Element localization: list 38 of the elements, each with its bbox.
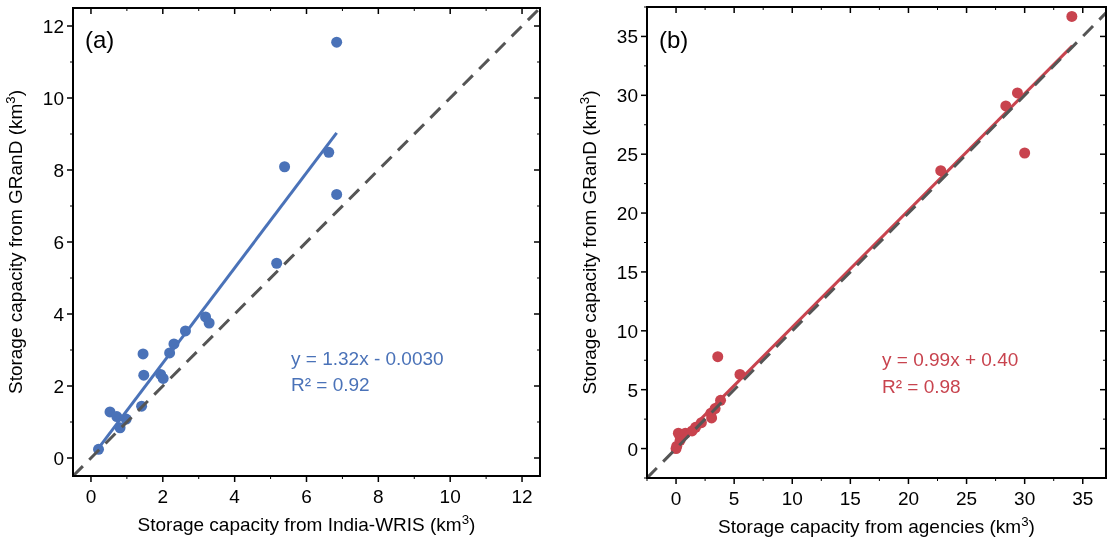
x-tick-label: 8 — [373, 486, 384, 507]
x-tick-label: 10 — [439, 486, 461, 507]
y-tick-label: 6 — [53, 232, 64, 253]
y-tick-label: 8 — [53, 160, 64, 181]
y-tick-label: 15 — [616, 261, 638, 283]
x-tick-label: 30 — [1014, 488, 1036, 509]
x-tick-label: 4 — [229, 486, 241, 507]
x-tick-label: 35 — [1072, 488, 1094, 509]
annotation: (a) — [85, 26, 115, 53]
x-tick-label: 0 — [85, 486, 97, 507]
x-tick-label: 2 — [157, 486, 169, 507]
y-tick-label: 30 — [616, 85, 638, 107]
x-tick-label: 20 — [897, 488, 920, 509]
annotation: y = 1.32x - 0.0030 — [291, 348, 444, 369]
x-tick-label: 12 — [511, 486, 533, 507]
annotation: (b) — [659, 26, 689, 53]
y-tick-label: 5 — [627, 379, 638, 401]
x-tick-label: 25 — [955, 488, 978, 509]
y-tick-label: 4 — [53, 304, 65, 325]
y-tick-label: 20 — [616, 203, 638, 225]
x-tick-label: 0 — [670, 488, 682, 509]
y-tick-label: 0 — [627, 438, 638, 460]
x-axis-title: Storage capacity from agencies (km$^{3}$) — [718, 513, 1035, 537]
x-axis-title: Storage capacity from India-WRIS (km$^{3}$) — [137, 511, 476, 535]
annotation: R² = 0.98 — [882, 376, 961, 397]
y-tick-label: 2 — [53, 376, 64, 397]
y-tick-label: 35 — [616, 26, 638, 48]
x-tick-label: 5 — [728, 488, 740, 509]
x-tick-label: 6 — [301, 486, 312, 507]
x-tick-label: 15 — [839, 488, 861, 509]
annotation: R² = 0.92 — [291, 374, 370, 395]
x-tick-label: 10 — [781, 488, 803, 509]
annotation: y = 0.99x + 0.40 — [882, 349, 1019, 370]
y-tick-label: 10 — [616, 320, 638, 342]
y-tick-label: 12 — [42, 16, 64, 37]
y-tick-label: 10 — [42, 88, 64, 109]
y-tick-label: 25 — [616, 144, 638, 166]
y-tick-label: 0 — [53, 448, 64, 469]
